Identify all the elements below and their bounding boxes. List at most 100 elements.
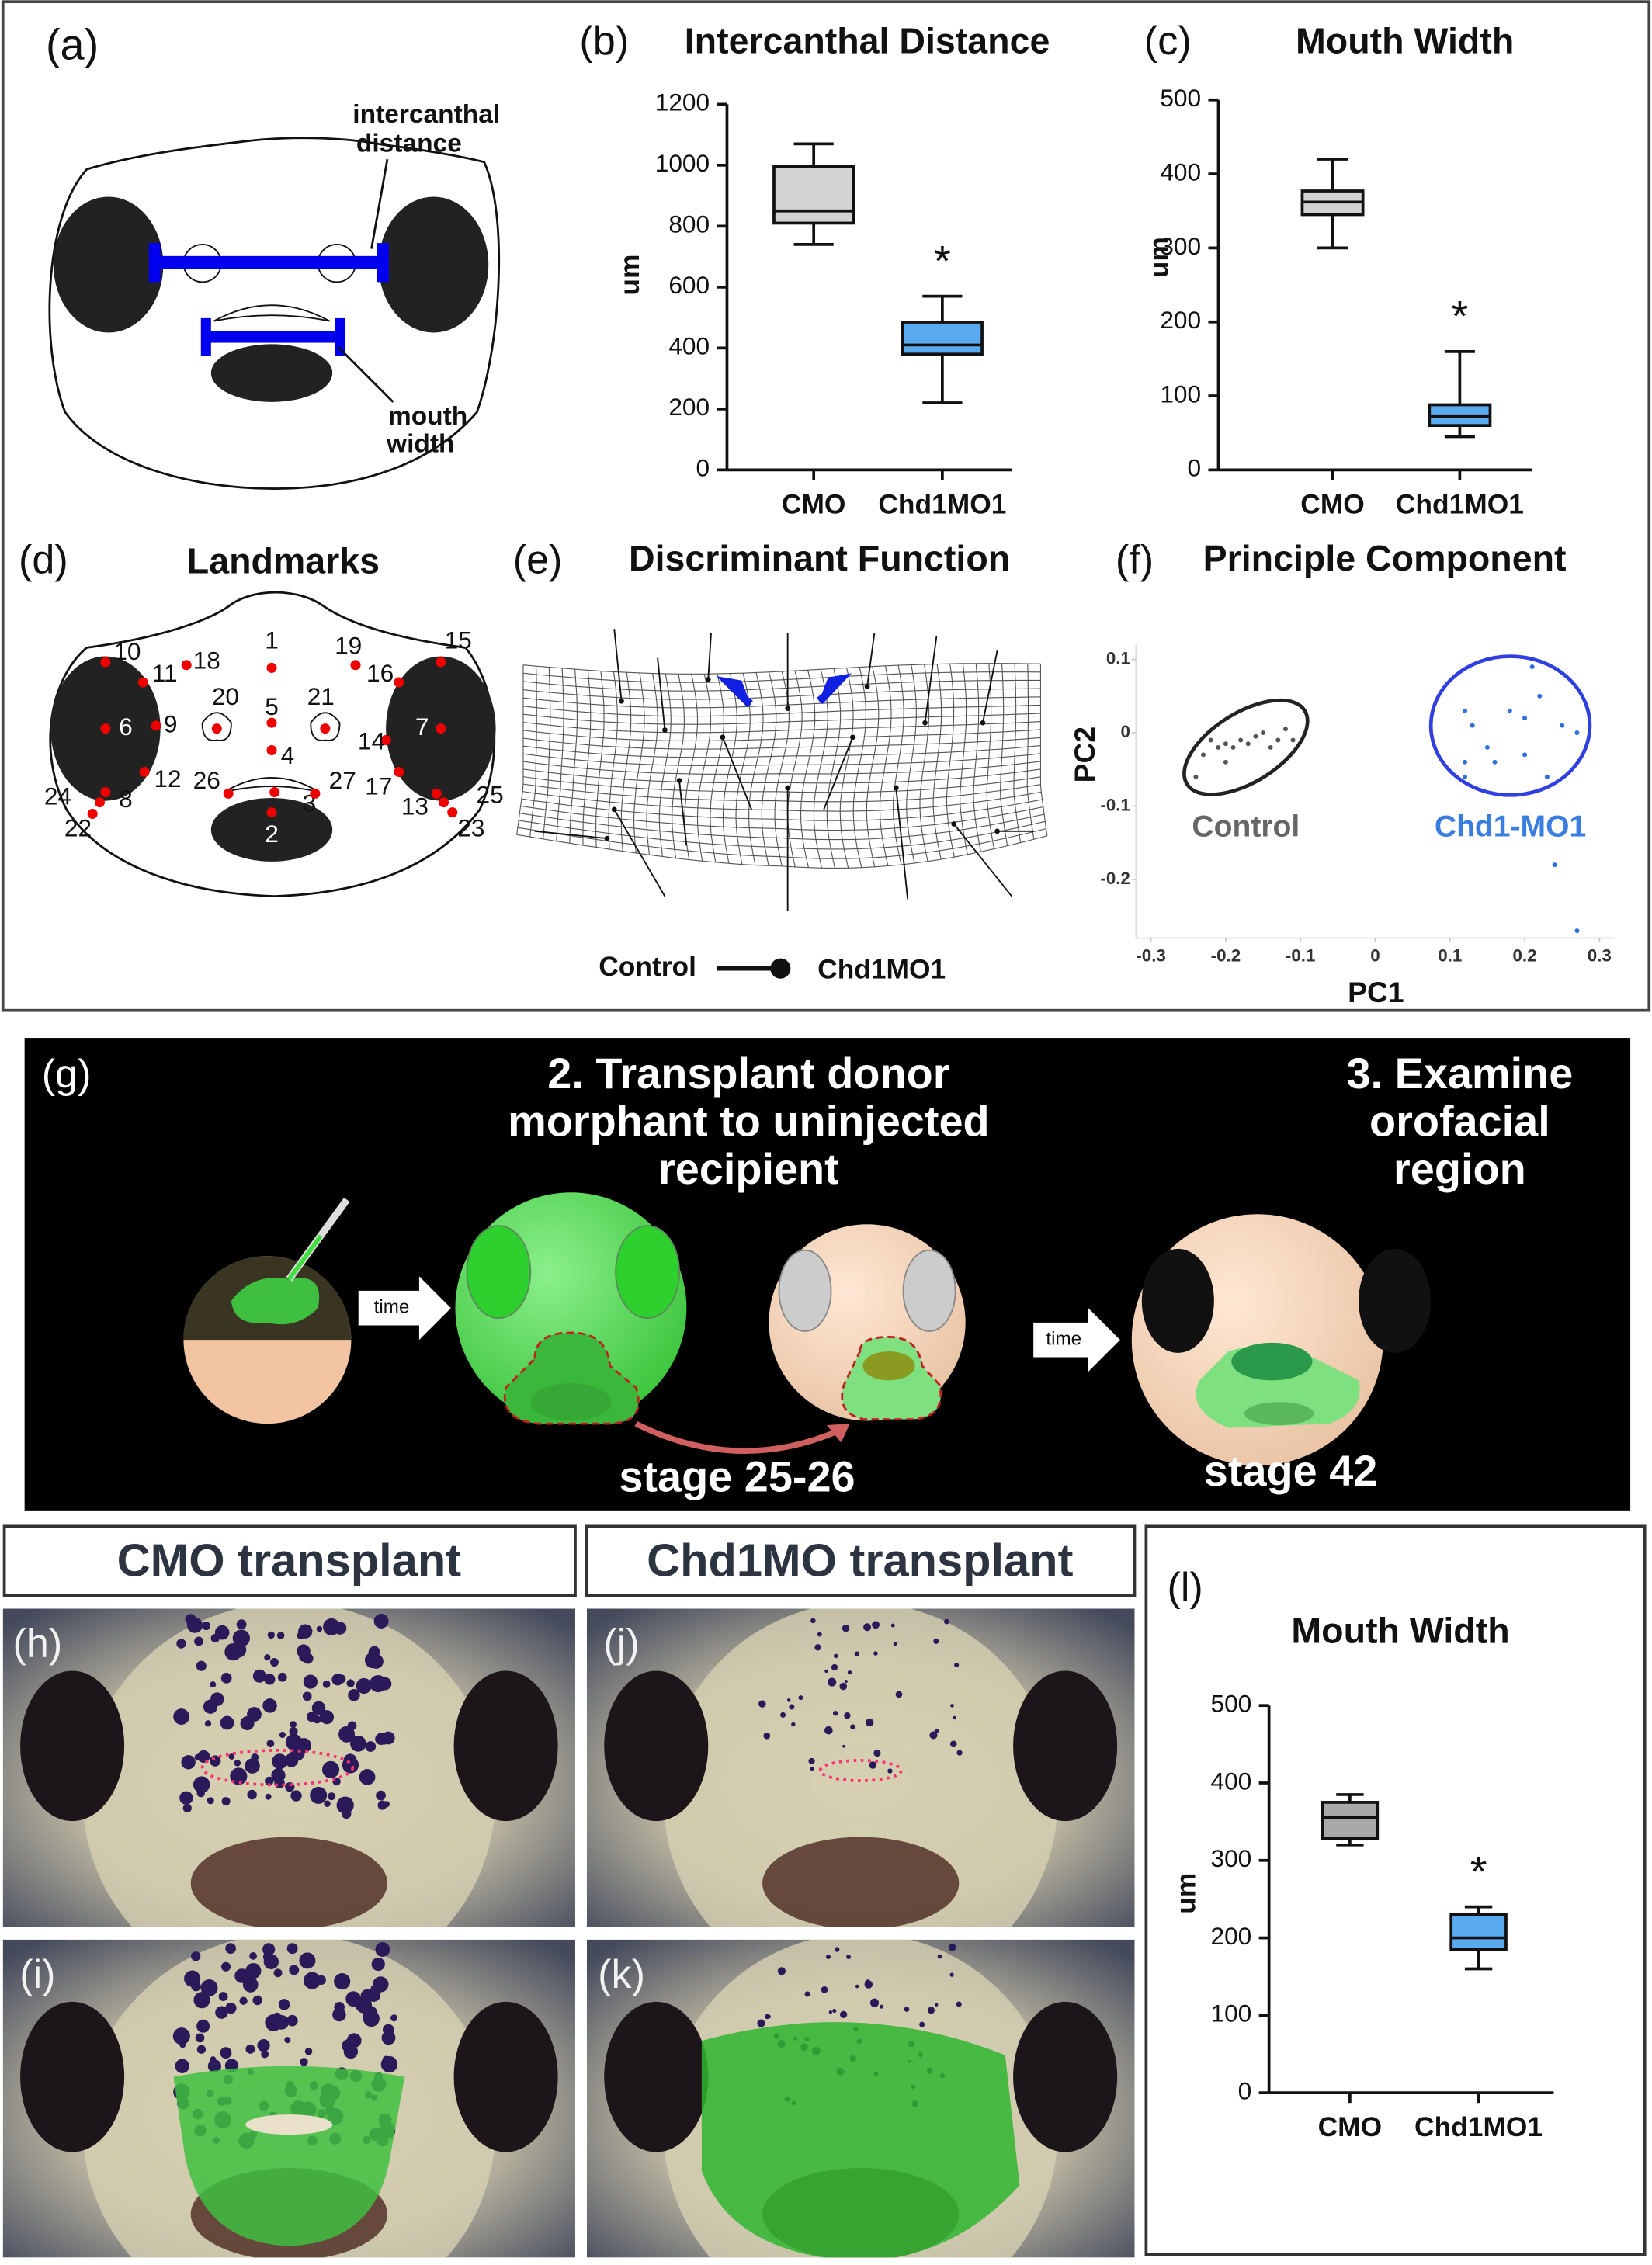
melanophore — [949, 1972, 954, 1977]
melanophore — [757, 2019, 765, 2027]
transfer-arrow — [634, 1420, 840, 1454]
landmark-label: 18 — [193, 646, 220, 674]
point — [1208, 737, 1213, 743]
melanophore — [817, 1632, 822, 1637]
melanophore — [234, 1760, 241, 1767]
point — [1544, 774, 1550, 779]
melanophore — [202, 1622, 210, 1631]
melanophore — [844, 1712, 851, 1719]
melanophore — [194, 1753, 201, 1760]
arrow-label: time — [374, 1297, 410, 1318]
melanophore — [365, 1741, 377, 1752]
melanophore — [184, 1970, 201, 1987]
melanophore — [262, 1943, 276, 1956]
warp-grid — [866, 666, 880, 867]
landmark-dot — [137, 677, 148, 688]
chart-title: Mouth Width — [1296, 20, 1514, 61]
warp-grid — [1039, 664, 1048, 836]
melanophore — [933, 1638, 939, 1644]
warp-grid — [774, 671, 790, 866]
annotation: distance — [356, 129, 462, 158]
y-tick-label: 600 — [668, 271, 710, 299]
melanophore — [265, 1776, 274, 1786]
landmark-label: 2 — [265, 820, 279, 848]
panel-title: Landmarks — [187, 541, 380, 581]
box — [1449, 1913, 1508, 1951]
shape-vector — [866, 633, 876, 687]
landmark-label: 6 — [119, 713, 133, 741]
eye — [902, 1249, 956, 1332]
vector-end — [980, 720, 986, 726]
y-tick-label: 400 — [668, 332, 710, 360]
step-text: region — [1393, 1144, 1526, 1193]
melanophore — [175, 2059, 189, 2073]
melanophore — [245, 1758, 260, 1774]
melanophore — [387, 2059, 395, 2067]
melanophore — [854, 1651, 860, 1656]
melanophore — [789, 1704, 795, 1710]
point — [1463, 708, 1467, 713]
x-tick-label: CMO — [1318, 2112, 1383, 2142]
melanophore — [322, 1680, 331, 1688]
melanophore — [304, 2048, 313, 2055]
x-tick-label: 0.1 — [1438, 946, 1462, 966]
warp-grid — [516, 664, 524, 835]
melanophore — [319, 1710, 335, 1725]
shape-vector — [823, 737, 854, 810]
melanophore — [342, 2039, 356, 2053]
melanophore — [847, 1670, 852, 1675]
melanophore — [204, 1720, 212, 1727]
melanophore — [804, 1991, 810, 1997]
frame-top — [1, 0, 1651, 1012]
landmark-label: 22 — [64, 813, 92, 841]
melanophore — [252, 1669, 266, 1683]
mouth — [530, 1383, 612, 1421]
box — [901, 321, 984, 356]
vector-end — [662, 727, 668, 733]
melanophore — [869, 1761, 877, 1769]
eye — [20, 2001, 125, 2152]
melanophore — [954, 1662, 960, 1667]
melanophore — [323, 1618, 340, 1635]
melanophore — [225, 2002, 237, 2014]
melanophore — [880, 2004, 884, 2009]
melanophore — [261, 2050, 269, 2059]
point — [1463, 774, 1467, 779]
landmark-dot — [439, 797, 449, 808]
warp-grid — [932, 664, 942, 860]
melanophore — [919, 2021, 925, 2027]
melanophore — [808, 1757, 815, 1764]
eye — [1013, 1670, 1118, 1822]
melanophore — [215, 2006, 228, 2019]
melanophore — [873, 1749, 881, 1757]
photo — [2, 1939, 575, 2258]
step-text: recipient — [658, 1144, 839, 1193]
melanophore — [207, 2059, 221, 2073]
warp-grid — [595, 671, 605, 848]
y-tick-label: 0.1 — [1106, 648, 1130, 668]
melanophore — [346, 1679, 355, 1687]
melanophore — [196, 1788, 205, 1798]
melanophore — [193, 1992, 210, 2009]
y-tick-label: 400 — [1210, 1767, 1251, 1795]
melanophore — [272, 1753, 288, 1770]
point — [1463, 759, 1467, 765]
y-tick-label: 400 — [1160, 158, 1201, 186]
y-tick-label: 500 — [1210, 1690, 1251, 1718]
melanophore — [844, 1680, 848, 1684]
melanophore — [311, 1701, 326, 1715]
melanophore — [274, 2014, 290, 2030]
melanophore — [278, 1999, 290, 2010]
melanophore — [214, 1625, 230, 1640]
melanophore — [873, 1651, 878, 1656]
y-tick-label: 0 — [696, 454, 710, 482]
melanophore — [833, 1653, 838, 1659]
head — [83, 1608, 495, 1927]
y-tick-label: 0 — [1238, 2077, 1252, 2105]
warp-grid — [522, 737, 1041, 750]
melanophore — [302, 1691, 312, 1701]
landmark-dot — [436, 723, 446, 734]
eye — [778, 1249, 832, 1332]
melanophore — [934, 1728, 939, 1733]
melanophore — [310, 1786, 328, 1804]
